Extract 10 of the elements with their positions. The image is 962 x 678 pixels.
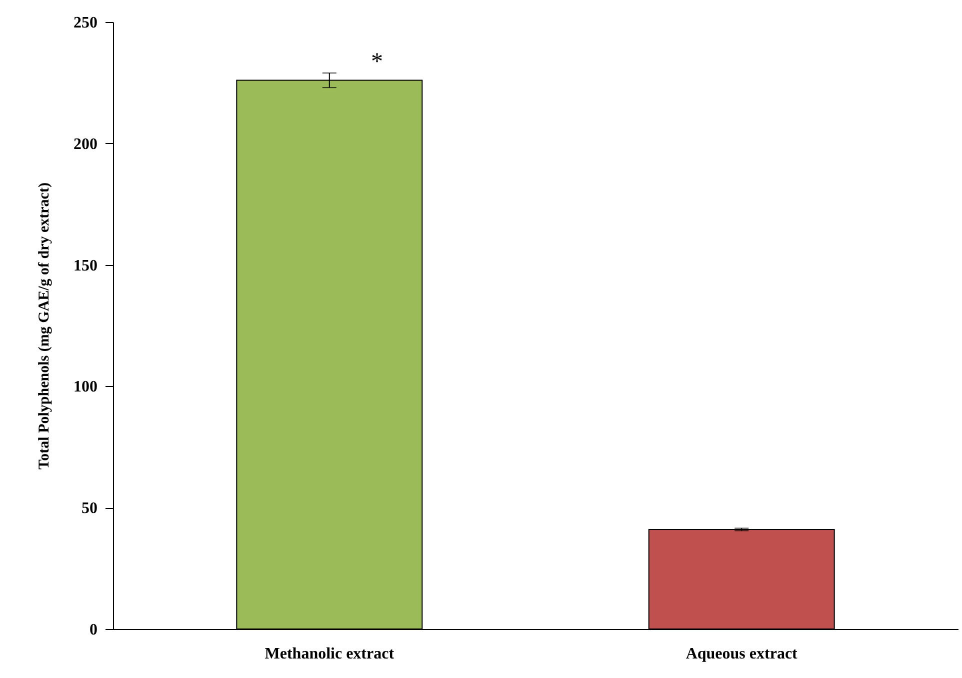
x-tick-label: Methanolic extract: [264, 646, 395, 662]
y-tick-label: 100: [74, 378, 98, 396]
y-tick-label: 50: [82, 500, 98, 518]
y-tick-label: 250: [74, 14, 98, 32]
y-tick-label: 200: [74, 136, 98, 153]
y-tick-label: 150: [74, 257, 98, 274]
annotation: *: [371, 49, 383, 75]
y-axis-title: Total Polyphenols (mg GAE/g of dry extract): [36, 182, 52, 470]
y-tick-label: 0: [90, 622, 98, 638]
x-tick-label: Aqueous extract: [686, 646, 798, 662]
